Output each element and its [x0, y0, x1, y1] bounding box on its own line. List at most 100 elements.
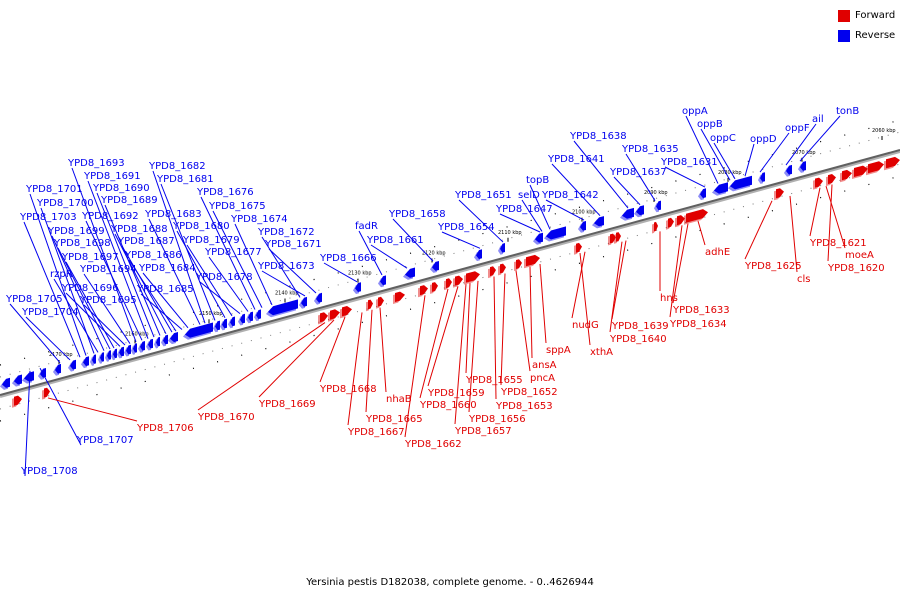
reverse-gene-arrow: [148, 338, 153, 349]
reverse-gene-arrow: [316, 292, 322, 303]
reverse-gene-label: ail: [812, 114, 824, 125]
forward-gene-arrow: [686, 209, 708, 223]
reverse-gene-label: YPD8_1661: [366, 235, 424, 246]
scale-ticks: 2060 kbp 2070 kbp 2080 kbp 2090 kbp 2100 kbp…: [49, 128, 896, 365]
reverse-gene-arrow: [24, 371, 34, 382]
reverse-gene-arrow: [240, 313, 245, 324]
reverse-gene-label: oppC: [710, 133, 736, 144]
scale-tick-label: 2100 kbp: [572, 210, 596, 216]
forward-gene-label: YPD8_1660: [419, 400, 477, 411]
reverse-gene-label: YPD8_1679: [182, 235, 240, 246]
reverse-gene-arrow: [636, 205, 644, 216]
reverse-gene-label: YPD8_1674: [230, 214, 288, 225]
reverse-gene-label: YPD8_1647: [495, 204, 553, 215]
reverse-gene-arrow: [500, 243, 505, 253]
forward-gene-arrow: [466, 271, 480, 283]
reverse-gene-leader-line: [40, 207, 95, 354]
label-leader-lines: [9, 115, 846, 477]
forward-gene-label: YPD8_1659: [427, 388, 485, 399]
reverse-gene-label: YPD8_1701: [25, 184, 83, 195]
forward-gene-label: ansA: [532, 360, 557, 371]
reverse-gene-label: YPD8_1678: [195, 272, 253, 283]
reverse-gene-leader-line: [358, 230, 383, 276]
reverse-gene-arrow: [714, 182, 728, 194]
forward-gene-arrow: [828, 174, 836, 185]
reverse-gene-arrow: [14, 374, 22, 385]
forward-gene-leader-line: [468, 280, 479, 413]
forward-gene-leader-line: [197, 322, 326, 411]
forward-gene-leader-line: [379, 307, 387, 393]
forward-gene-label: pncA: [530, 373, 555, 384]
reverse-swatch: [838, 30, 850, 42]
reverse-gene-arrow: [222, 318, 227, 329]
forward-gene-label: cls: [797, 274, 811, 285]
reverse-gene-label: tonB: [836, 106, 859, 117]
forward-gene-arrow: [815, 177, 823, 188]
reverse-gene-leader-line: [114, 233, 167, 335]
reverse-gene-arrow: [380, 275, 386, 286]
forward-gene-arrow: [854, 165, 868, 177]
forward-gene-label: sppA: [546, 345, 571, 356]
reverse-gene-label: YPD8_1699: [47, 226, 105, 237]
reverse-gene-arrow: [70, 359, 76, 370]
forward-gene-arrow: [368, 299, 373, 310]
reverse-gene-label: YPD8_1673: [257, 261, 315, 272]
scale-tick-label: 2170 kbp: [49, 352, 73, 358]
reverse-gene-label: YPD8_1683: [144, 209, 202, 220]
forward-gene-arrow: [677, 215, 685, 226]
reverse-gene-label: YPD8_1693: [67, 158, 125, 169]
reverse-gene-arrow: [622, 207, 634, 219]
reverse-gene-leader-line: [664, 166, 706, 188]
reverse-gene-arrow: [786, 164, 792, 175]
reverse-gene-leader-line: [57, 247, 111, 350]
reverse-gene-label: YPD8_1692: [81, 211, 139, 222]
forward-gene-leader-line: [500, 273, 506, 386]
forward-gene-arrow: [526, 254, 540, 267]
forward-gene-leader-line: [515, 270, 531, 372]
reverse-gene-leader-line: [87, 180, 149, 339]
forward-gene-arrow: [654, 221, 658, 232]
forward-gene-label: nhaB: [386, 394, 412, 405]
reverse-gene-arrow: [133, 343, 137, 353]
reverse-gene-label: YPD8_1658: [388, 209, 446, 220]
forward-gene-label: YPD8_1667: [347, 427, 405, 438]
reverse-gene-label: YPD8_1671: [264, 239, 322, 250]
forward-gene-arrow: [500, 263, 506, 274]
forward-gene-arrow: [342, 306, 352, 317]
reverse-gene-leader-line: [186, 244, 233, 317]
forward-gene-leader-line: [697, 220, 706, 246]
reverse-gene-label: selD: [518, 190, 540, 201]
reverse-gene-label: YPD8_1691: [83, 171, 141, 182]
reverse-gene-arrow: [170, 332, 178, 343]
reverse-gene-leader-line: [261, 270, 306, 297]
reverse-gene-label: YPD8_1689: [100, 195, 158, 206]
reverse-gene-arrow: [126, 344, 131, 355]
reverse-gene-arrow: [535, 232, 543, 243]
forward-gene-arrow: [378, 296, 384, 307]
forward-gene-leader-line: [825, 185, 846, 249]
reverse-gene-leader-line: [700, 128, 731, 181]
forward-gene-leader-line: [465, 283, 471, 374]
reverse-gene-leader-line: [208, 256, 249, 312]
reverse-gene-label: YPD8_1666: [319, 253, 377, 264]
reverse-gene-arrow: [546, 226, 566, 240]
reverse-gene-arrow: [594, 216, 604, 227]
reverse-gene-leader-line: [65, 261, 115, 349]
forward-gene-leader-line: [319, 316, 346, 383]
forward-gene-arrow: [610, 233, 616, 244]
reverse-gene-label: oppB: [697, 119, 723, 130]
reverse-gene-label: YPD8_1675: [208, 201, 266, 212]
forward-gene-leader-line: [404, 295, 426, 438]
reverse-gene-label: YPD8_1704: [21, 307, 79, 318]
reverse-gene-arrow: [92, 354, 96, 364]
reverse-gene-arrow: [163, 334, 168, 345]
reverse-gene-arrow: [355, 282, 361, 292]
reverse-gene-leader-line: [39, 367, 82, 446]
forward-gene-arrow: [446, 278, 452, 289]
reverse-gene-label: YPD8_1695: [79, 295, 137, 306]
reverse-gene-leader-line: [9, 303, 61, 363]
reverse-gene-label: oppF: [785, 123, 810, 134]
forward-gene-label: YPD8_1656: [468, 414, 526, 425]
reverse-gene-leader-line: [25, 316, 71, 361]
